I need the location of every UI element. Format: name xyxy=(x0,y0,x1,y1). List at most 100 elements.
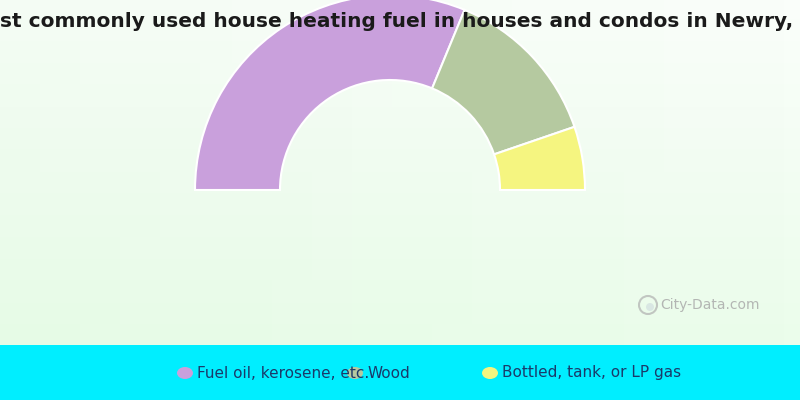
Bar xyxy=(0,257,800,259)
Bar xyxy=(416,0,424,345)
Bar xyxy=(520,0,528,345)
Bar xyxy=(160,0,168,345)
Bar xyxy=(0,80,800,81)
Bar xyxy=(0,273,800,275)
Text: Wood: Wood xyxy=(367,366,410,380)
Bar xyxy=(0,56,800,57)
Bar xyxy=(0,23,800,24)
Bar xyxy=(0,92,800,93)
Bar xyxy=(0,7,800,8)
Bar xyxy=(0,317,800,319)
Bar xyxy=(0,364,800,365)
Bar xyxy=(0,377,800,379)
Bar xyxy=(0,384,800,385)
Bar xyxy=(0,101,800,103)
Bar xyxy=(0,220,800,221)
Bar xyxy=(0,88,800,89)
Bar xyxy=(0,117,800,119)
Bar xyxy=(0,149,800,151)
Bar xyxy=(0,360,800,361)
Bar xyxy=(0,303,800,304)
Bar xyxy=(0,143,800,144)
Bar xyxy=(0,399,800,400)
Bar xyxy=(0,1,800,3)
Bar xyxy=(0,4,800,5)
Bar xyxy=(0,335,800,336)
Bar xyxy=(0,223,800,224)
Bar xyxy=(0,336,800,337)
Bar xyxy=(0,116,800,117)
Bar xyxy=(216,0,224,345)
Bar xyxy=(0,108,800,109)
Bar xyxy=(0,32,800,33)
Bar xyxy=(0,125,800,127)
Bar xyxy=(0,252,800,253)
Bar xyxy=(784,0,792,345)
Bar xyxy=(40,0,48,345)
Bar xyxy=(0,300,800,301)
Bar xyxy=(96,0,104,345)
Bar xyxy=(0,183,800,184)
Bar xyxy=(0,280,800,281)
Bar xyxy=(0,291,800,292)
Bar xyxy=(368,0,376,345)
Bar xyxy=(0,107,800,108)
Bar xyxy=(0,169,800,171)
Bar xyxy=(0,12,800,13)
Bar xyxy=(192,0,200,345)
Bar xyxy=(0,397,800,399)
Bar xyxy=(0,241,800,243)
Bar xyxy=(0,232,800,233)
Bar xyxy=(184,0,192,345)
Bar xyxy=(0,248,800,249)
Bar xyxy=(0,111,800,112)
Bar xyxy=(688,0,696,345)
Bar xyxy=(0,329,800,331)
Bar xyxy=(272,0,280,345)
Bar xyxy=(736,0,744,345)
Bar xyxy=(0,44,800,45)
Bar xyxy=(0,93,800,95)
Bar xyxy=(0,256,800,257)
Bar xyxy=(0,171,800,172)
Bar xyxy=(360,0,368,345)
Bar xyxy=(80,0,88,345)
Bar xyxy=(0,267,800,268)
Bar xyxy=(0,289,800,291)
Wedge shape xyxy=(494,127,585,190)
Bar xyxy=(0,40,800,41)
Bar xyxy=(744,0,752,345)
Bar xyxy=(0,16,800,17)
Bar xyxy=(0,79,800,80)
Bar xyxy=(0,164,800,165)
Bar xyxy=(0,309,800,311)
Bar xyxy=(0,141,800,143)
Bar xyxy=(0,365,800,367)
Bar xyxy=(640,0,648,345)
Bar xyxy=(504,0,512,345)
Bar xyxy=(0,188,800,189)
Bar xyxy=(0,45,800,47)
Bar xyxy=(0,327,800,328)
Bar xyxy=(0,359,800,360)
Bar xyxy=(0,281,800,283)
Bar xyxy=(0,383,800,384)
Bar xyxy=(0,348,800,349)
Bar xyxy=(0,139,800,140)
Bar xyxy=(0,244,800,245)
Bar xyxy=(0,47,800,48)
Bar xyxy=(0,159,800,160)
Bar xyxy=(0,305,800,307)
Bar xyxy=(512,0,520,345)
Bar xyxy=(0,349,800,351)
Bar xyxy=(0,173,800,175)
Bar xyxy=(0,100,800,101)
Bar xyxy=(536,0,544,345)
Circle shape xyxy=(646,303,654,311)
Bar xyxy=(400,0,408,345)
Bar xyxy=(0,275,800,276)
Text: City-Data.com: City-Data.com xyxy=(660,298,759,312)
Text: Fuel oil, kerosene, etc.: Fuel oil, kerosene, etc. xyxy=(197,366,370,380)
Bar xyxy=(600,0,608,345)
Bar xyxy=(680,0,688,345)
